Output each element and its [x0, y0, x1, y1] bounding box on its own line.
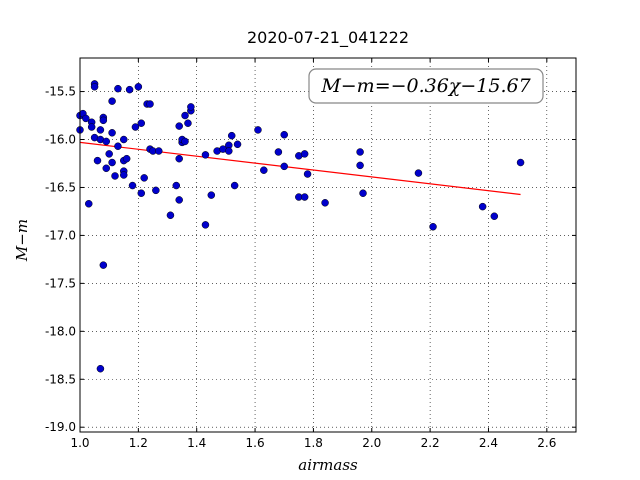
data-point: [102, 137, 111, 146]
y-tick-label: -18.5: [45, 372, 76, 386]
data-point: [227, 131, 236, 140]
y-axis-label: M−m: [13, 219, 31, 262]
x-tick-label: 2.2: [421, 436, 440, 450]
data-point: [90, 83, 99, 91]
data-point: [128, 181, 137, 190]
data-point: [207, 191, 216, 199]
grid-lines: [80, 58, 576, 432]
y-tick-label: -19.0: [45, 420, 76, 434]
data-point: [187, 103, 195, 111]
data-point: [175, 122, 183, 130]
x-tick-label: 1.8: [304, 436, 323, 450]
data-point: [96, 364, 105, 373]
annotation-text: M−m=−0.36χ−15.67: [320, 75, 531, 97]
data-point: [152, 186, 160, 195]
data-point: [184, 119, 192, 127]
data-point: [120, 135, 128, 144]
data-point: [359, 189, 367, 197]
data-point: [140, 174, 148, 182]
data-point: [516, 158, 525, 167]
data-point: [108, 129, 116, 137]
data-point: [131, 123, 140, 131]
y-tick-label: -16.0: [45, 133, 76, 147]
data-point: [230, 181, 239, 190]
y-tick-label: -17.0: [45, 228, 76, 242]
data-point: [108, 158, 116, 167]
data-point: [429, 223, 437, 231]
data-point: [120, 171, 128, 179]
x-tick-label: 1.0: [70, 436, 89, 450]
y-tick-label: -16.5: [45, 180, 76, 194]
data-point: [300, 193, 309, 201]
x-tick-label: 2.6: [537, 436, 556, 450]
data-point: [137, 119, 146, 127]
data-point: [99, 116, 108, 125]
data-point: [280, 130, 288, 139]
data-point: [85, 200, 93, 208]
data-point: [114, 142, 122, 150]
fit-line-group: [79, 141, 521, 196]
data-point: [181, 137, 189, 146]
data-point: [82, 114, 90, 123]
x-tick-label: 1.4: [187, 436, 206, 450]
plot-frame: [79, 57, 577, 433]
chart-title: 2020-07-21_041222: [247, 28, 409, 48]
y-tick-label: -15.5: [45, 85, 76, 99]
data-point: [175, 196, 183, 204]
data-point: [87, 123, 96, 131]
data-point: [414, 169, 423, 177]
data-point: [137, 189, 146, 197]
x-tick-label: 2.4: [479, 436, 498, 450]
axis-ticks: [79, 58, 576, 432]
data-point: [125, 85, 134, 94]
data-point: [102, 164, 111, 173]
data-point: [108, 97, 116, 105]
data-point: [175, 154, 183, 163]
data-point: [166, 211, 175, 220]
data-point: [96, 126, 105, 134]
data-point: [478, 202, 487, 211]
data-point: [155, 147, 163, 155]
data-point: [490, 212, 499, 220]
data-point: [280, 162, 288, 171]
data-point: [356, 161, 364, 170]
data-point: [233, 140, 242, 149]
equation-annotation: M−m=−0.36χ−15.67: [308, 68, 544, 104]
y-tick-labels: -15.5 -16.0 -16.5 -17.0 -17.5 -18.0 -18.5 -19.0: [45, 85, 76, 435]
data-point: [181, 111, 189, 120]
data-point: [93, 156, 102, 165]
data-point: [260, 166, 268, 174]
data-point: [105, 150, 113, 158]
fit-line: [79, 141, 521, 196]
data-point: [146, 100, 154, 108]
data-point: [134, 83, 143, 91]
y-tick-label: -17.5: [45, 276, 76, 290]
y-tick-label: -18.0: [45, 324, 76, 338]
data-point: [254, 126, 262, 134]
x-axis-label: airmass: [298, 456, 358, 474]
data-point: [201, 221, 210, 229]
data-point: [99, 261, 108, 269]
x-tick-label: 2.0: [362, 436, 381, 450]
data-point: [303, 170, 312, 178]
data-point: [114, 84, 122, 93]
data-points: [76, 80, 525, 373]
annotation-box: [308, 68, 544, 104]
x-tick-label: 1.2: [129, 436, 148, 450]
data-point: [274, 148, 283, 156]
data-point: [122, 154, 131, 163]
x-tick-labels: 1.0 1.2 1.4 1.6 1.8 2.0 2.2 2.4 2.6: [70, 436, 556, 450]
data-point: [201, 151, 210, 159]
data-point: [356, 148, 364, 156]
data-point: [300, 150, 309, 158]
x-tick-label: 1.6: [246, 436, 265, 450]
data-point: [111, 172, 119, 180]
data-point: [172, 181, 181, 190]
data-point: [225, 147, 233, 155]
data-point: [321, 199, 329, 207]
